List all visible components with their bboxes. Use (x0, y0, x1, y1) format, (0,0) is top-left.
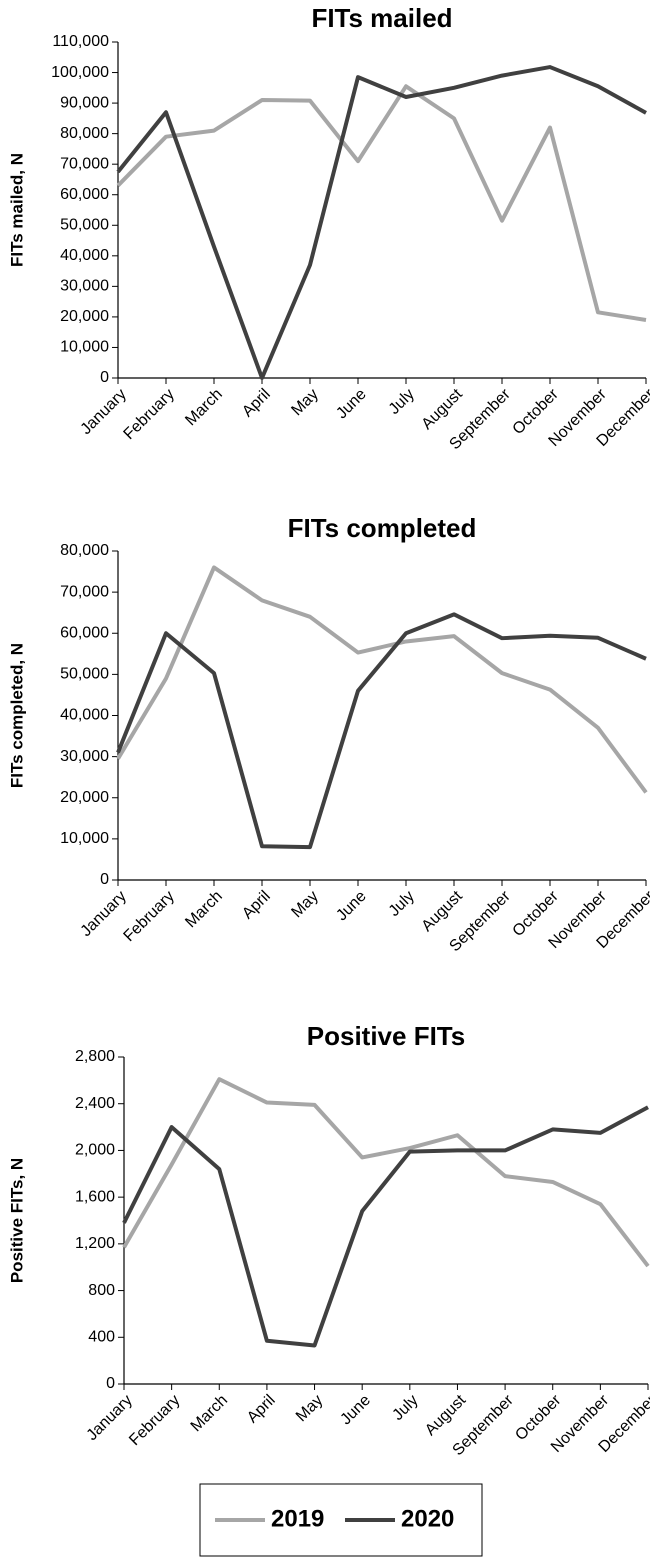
x-tick-label: July (386, 386, 418, 418)
x-tick-label: July (386, 888, 418, 920)
y-tick-label: 70,000 (60, 155, 109, 172)
y-tick-label: 60,000 (60, 186, 109, 203)
y-tick-label: 40,000 (60, 247, 109, 264)
y-tick-label: 30,000 (60, 278, 109, 295)
y-tick-label: 40,000 (60, 707, 109, 724)
x-tick-label: March (182, 386, 225, 429)
y-tick-label: 90,000 (60, 94, 109, 111)
y-axis-label: FITs mailed, N (7, 153, 26, 267)
y-tick-label: 20,000 (60, 308, 109, 325)
y-tick-label: 10,000 (60, 339, 109, 356)
y-tick-label: 400 (88, 1329, 115, 1346)
x-tick-label: February (121, 888, 178, 945)
x-tick-label: May (288, 386, 321, 419)
x-tick-label: August (419, 887, 467, 935)
y-tick-label: 60,000 (60, 624, 109, 641)
y-axis-label: Positive FITs, N (7, 1158, 26, 1283)
series-line (116, 65, 647, 380)
y-tick-label: 0 (106, 1375, 115, 1392)
x-tick-label: August (419, 385, 467, 433)
x-tick-label: June (333, 386, 370, 423)
x-tick-label: August (422, 1391, 470, 1439)
y-tick-label: 2,800 (75, 1048, 115, 1065)
x-tick-label: May (288, 888, 321, 921)
y-tick-label: 50,000 (60, 216, 109, 233)
series-line (116, 84, 647, 322)
x-tick-label: April (239, 888, 274, 923)
x-tick-label: April (244, 1392, 279, 1427)
y-tick-label: 2,000 (75, 1142, 115, 1159)
y-tick-label: 110,000 (52, 33, 109, 50)
x-tick-label: May (293, 1392, 326, 1425)
x-tick-label: March (182, 888, 225, 931)
series-line (122, 1077, 650, 1268)
chart-title: Positive FITs (307, 1021, 465, 1051)
y-tick-label: 100,000 (51, 64, 109, 81)
y-tick-label: 800 (88, 1282, 115, 1299)
y-tick-label: 10,000 (60, 830, 109, 847)
y-tick-label: 20,000 (60, 789, 109, 806)
series-line (116, 612, 647, 850)
y-tick-label: 0 (100, 871, 109, 888)
y-tick-label: 70,000 (60, 583, 109, 600)
y-tick-label: 80,000 (60, 125, 109, 142)
x-tick-label: June (333, 888, 370, 925)
y-axis-label: FITs completed, N (7, 643, 26, 788)
y-tick-label: 1,600 (75, 1188, 115, 1205)
x-tick-label: July (389, 1392, 421, 1424)
chart-title: FITs mailed (311, 3, 452, 33)
x-tick-label: February (126, 1392, 183, 1449)
legend-label: 2019 (271, 1505, 324, 1532)
series-line (116, 565, 648, 794)
legend-label: 2020 (401, 1505, 454, 1532)
x-tick-label: March (188, 1392, 231, 1435)
y-tick-label: 1,200 (75, 1235, 115, 1252)
y-tick-label: 0 (100, 369, 109, 386)
series-line (122, 1105, 649, 1348)
x-tick-label: February (121, 386, 178, 443)
chart-title: FITs completed (288, 513, 477, 543)
x-tick-label: June (337, 1392, 374, 1429)
y-tick-label: 80,000 (60, 542, 109, 559)
x-tick-label: April (239, 386, 274, 421)
y-tick-label: 2,400 (75, 1095, 115, 1112)
y-tick-label: 50,000 (60, 666, 109, 683)
y-tick-label: 30,000 (60, 748, 109, 765)
